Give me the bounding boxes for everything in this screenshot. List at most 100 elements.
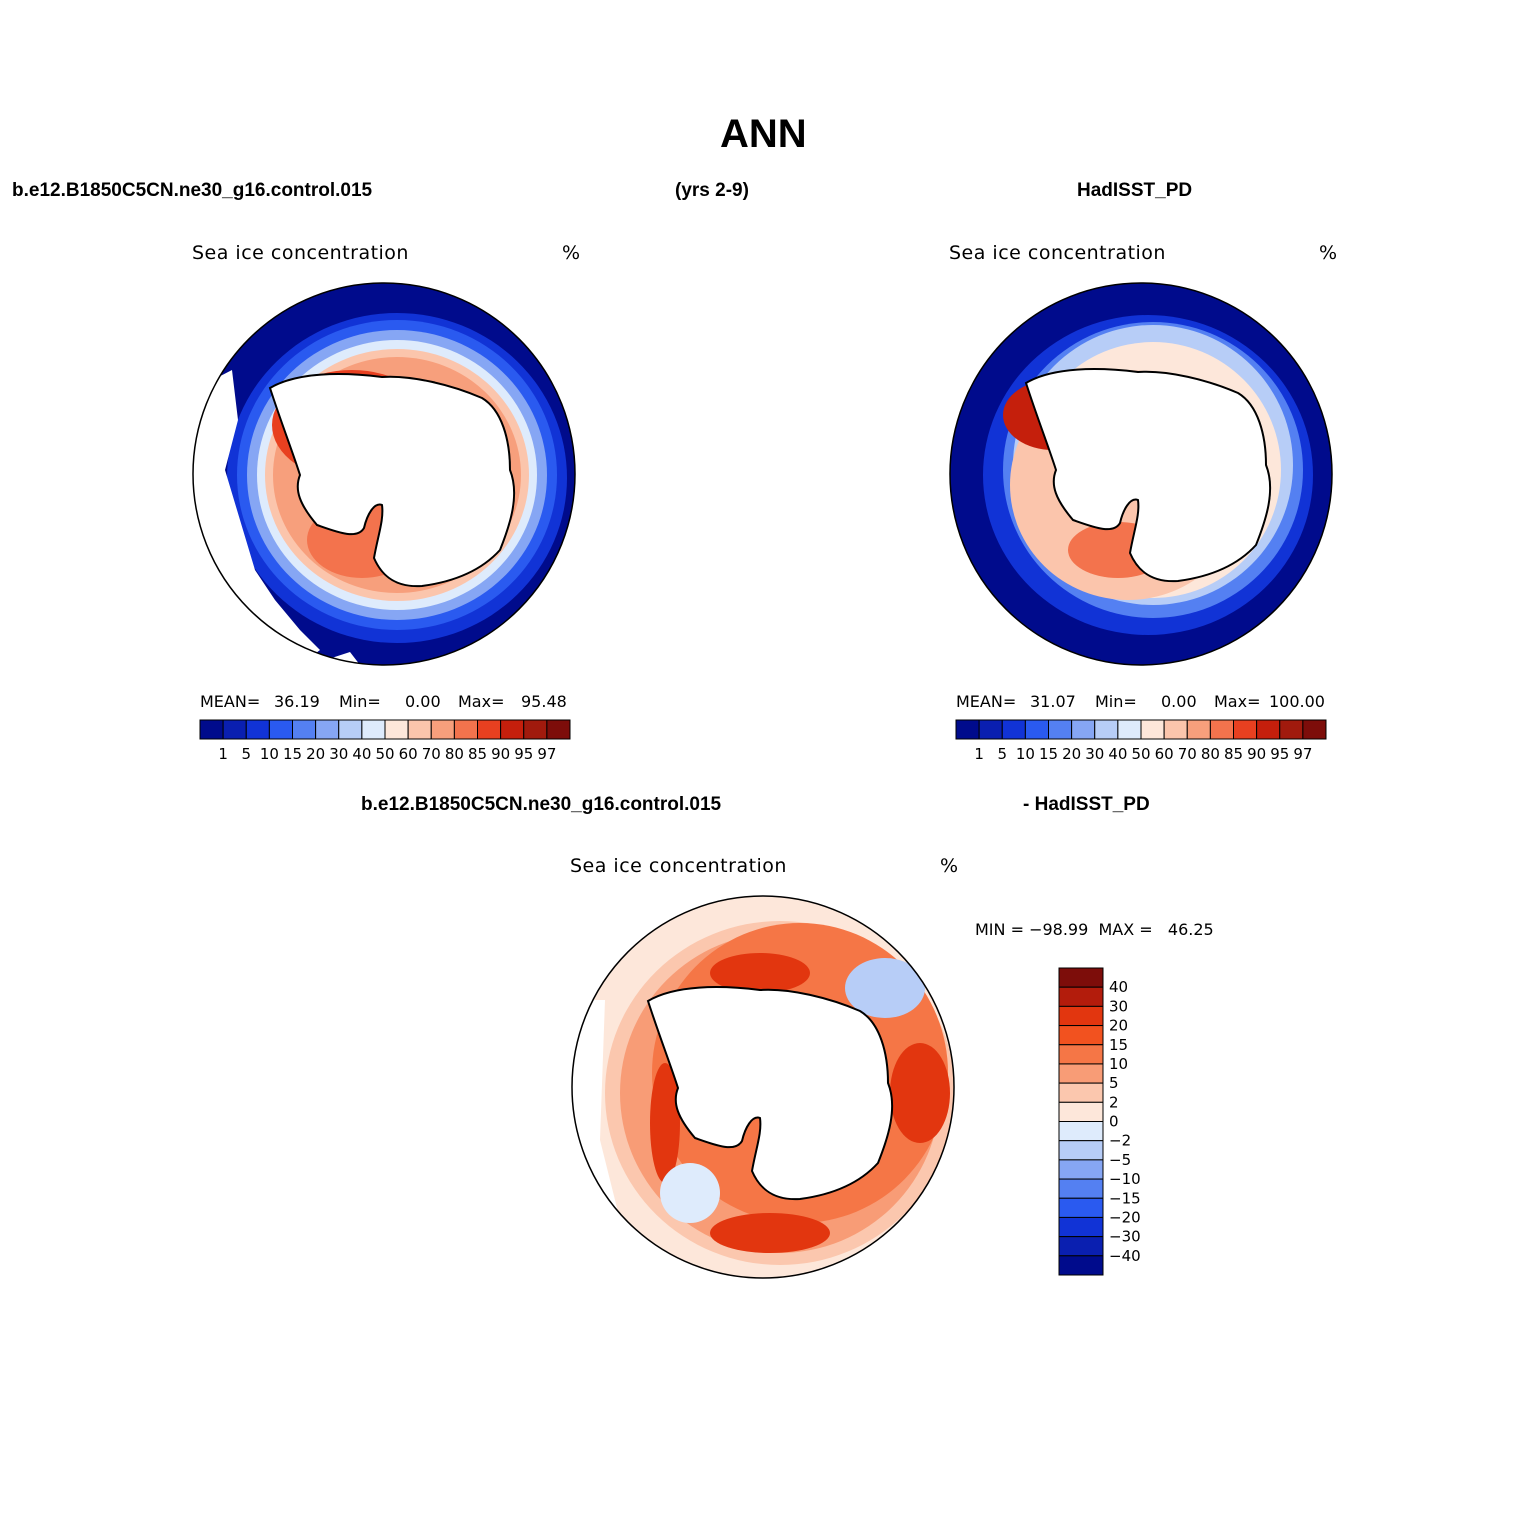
obs-colorbar-swatch [1233, 719, 1258, 740]
model-colorbar-tick-label: 20 [306, 745, 325, 763]
diff-colorbar-swatch [1058, 1140, 1104, 1161]
obs-colorbar-tick-label: 10 [1016, 745, 1035, 763]
model-min-value: 0.00 [405, 692, 441, 711]
obs-colorbar-tick-label: 20 [1062, 745, 1081, 763]
diff-colorbar-swatch [1058, 1044, 1104, 1065]
obs-max-label: Max= [1214, 692, 1261, 711]
obs-colorbar-swatch [1163, 719, 1188, 740]
obs-variable-label: Sea ice concentration [949, 242, 1166, 264]
obs-mean-label: MEAN= [956, 692, 1017, 711]
obs-colorbar-swatch [1071, 719, 1096, 740]
obs-colorbar-tick-label: 95 [1270, 745, 1289, 763]
model-colorbar-swatch [523, 719, 548, 740]
obs-polar-map [949, 282, 1333, 666]
model-colorbar-swatch [338, 719, 363, 740]
model-mean-label: MEAN= [200, 692, 261, 711]
obs-colorbar-tick-label: 50 [1131, 745, 1150, 763]
model-colorbar-tick-label: 30 [329, 745, 348, 763]
obs-min-value: 0.00 [1161, 692, 1197, 711]
obs-colorbar-swatch [1279, 719, 1304, 740]
diff-colorbar-swatch [1058, 1121, 1104, 1142]
model-colorbar-tick-label: 1 [218, 745, 228, 763]
obs-mean-value: 31.07 [1030, 692, 1076, 711]
header-years: (yrs 2-9) [675, 180, 749, 201]
diff-colorbar-tick-label: 30 [1109, 997, 1128, 1015]
figure-title: ANN [720, 112, 807, 156]
model-variable-label: Sea ice concentration [192, 242, 409, 264]
model-colorbar-swatch [477, 719, 502, 740]
obs-units-label: % [1319, 242, 1338, 264]
obs-colorbar-tick-label: 40 [1108, 745, 1127, 763]
model-colorbar-swatch [546, 719, 571, 740]
obs-colorbar-tick-label: 60 [1155, 745, 1174, 763]
diff-colorbar-swatch [1058, 986, 1104, 1007]
obs-colorbar: 1 5 10 15 20 30 40 50 60 70 80 85 90 95 97 [955, 719, 1327, 763]
diff-colorbar-swatch [1058, 1005, 1104, 1027]
diff-colorbar-swatch [1058, 1025, 1104, 1046]
diff-colorbar-swatch [1058, 1082, 1104, 1103]
diff-header-obs-name: - HadISST_PD [1023, 794, 1150, 815]
model-colorbar-tick-label: 10 [260, 745, 279, 763]
diff-colorbar-tick-label: −30 [1109, 1228, 1141, 1246]
diff-colorbar-tick-label: −10 [1109, 1170, 1141, 1188]
diff-colorbar-swatch [1058, 1063, 1104, 1084]
obs-colorbar-swatch [978, 719, 1003, 740]
model-colorbar-tick-label: 60 [399, 745, 418, 763]
model-colorbar: 1 5 10 15 20 30 40 50 60 70 80 85 90 95 97 [199, 719, 571, 763]
model-colorbar-tick-label: 90 [491, 745, 510, 763]
obs-colorbar-tick-label: 1 [974, 745, 984, 763]
model-colorbar-swatch [384, 719, 409, 740]
obs-colorbar-swatch [955, 719, 980, 740]
model-colorbar-tick-label: 97 [537, 745, 556, 763]
diff-colorbar-tick-label: −5 [1109, 1151, 1131, 1169]
model-colorbar-swatch [315, 719, 340, 740]
obs-colorbar-swatch [1256, 719, 1281, 740]
model-colorbar-tick-label: 85 [468, 745, 487, 763]
model-units-label: % [562, 242, 581, 264]
model-colorbar-swatch [292, 719, 317, 740]
obs-colorbar-swatch [1117, 719, 1142, 740]
diff-colorbar-swatch [1058, 1216, 1104, 1238]
model-colorbar-swatch [245, 719, 270, 740]
diff-colorbar-tick-label: 0 [1109, 1113, 1119, 1131]
diff-colorbar-tick-label: 10 [1109, 1055, 1128, 1073]
diff-polar-map [571, 895, 955, 1279]
diff-colorbar-tick-label: 15 [1109, 1036, 1128, 1054]
obs-colorbar-tick-label: 5 [997, 745, 1007, 763]
diff-colorbar-tick-label: 40 [1109, 978, 1128, 996]
model-colorbar-swatch [268, 719, 293, 740]
diff-colorbar-swatch [1058, 967, 1104, 988]
obs-colorbar-swatch [1094, 719, 1119, 740]
obs-max-value: 100.00 [1269, 692, 1325, 711]
model-colorbar-tick-label: 50 [375, 745, 394, 763]
model-max-value: 95.48 [521, 692, 567, 711]
diff-colorbar-swatch [1058, 1236, 1104, 1257]
model-colorbar-swatch [407, 719, 432, 740]
obs-colorbar-tick-label: 80 [1201, 745, 1220, 763]
model-min-label: Min= [339, 692, 381, 711]
diff-colorbar-tick-label: 2 [1109, 1093, 1119, 1111]
model-colorbar-tick-label: 80 [445, 745, 464, 763]
obs-colorbar-swatch [1001, 719, 1026, 740]
obs-colorbar-swatch [1140, 719, 1165, 740]
header-case-name: b.e12.B1850C5CN.ne30_g16.control.015 [12, 180, 373, 201]
diff-colorbar-tick-label: 5 [1109, 1074, 1119, 1092]
obs-colorbar-tick-label: 90 [1247, 745, 1266, 763]
model-colorbar-tick-label: 15 [283, 745, 302, 763]
model-colorbar-swatch [361, 719, 386, 740]
model-colorbar-tick-label: 70 [422, 745, 441, 763]
diff-colorbar-tick-label: −20 [1109, 1208, 1141, 1226]
obs-colorbar-tick-label: 15 [1039, 745, 1058, 763]
obs-colorbar-swatch [1024, 719, 1049, 740]
diff-colorbar-tick-label: 20 [1109, 1017, 1128, 1035]
model-polar-map [192, 282, 576, 666]
diff-variable-label: Sea ice concentration [570, 855, 787, 877]
header-obs-name: HadISST_PD [1077, 180, 1193, 201]
obs-colorbar-tick-label: 97 [1293, 745, 1312, 763]
model-colorbar-swatch [453, 719, 478, 740]
model-colorbar-swatch [500, 719, 525, 740]
obs-colorbar-tick-label: 30 [1085, 745, 1104, 763]
diff-colorbar-swatch [1058, 1159, 1104, 1180]
